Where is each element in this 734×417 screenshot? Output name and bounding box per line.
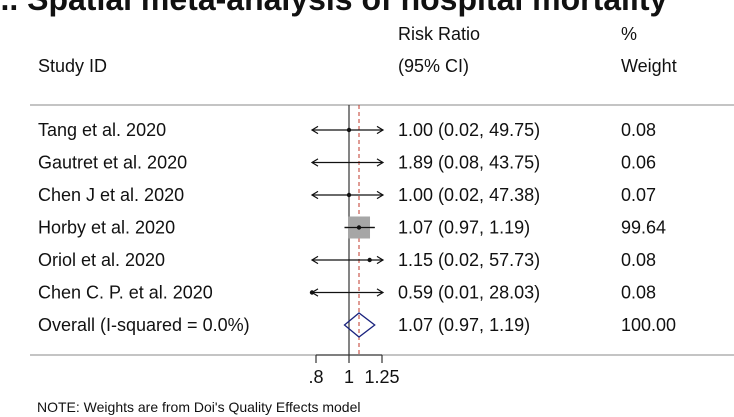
study-name: Chen J et al. 2020 <box>38 185 184 205</box>
chart-title-fragment: g... Spatial meta-analysis of hospital m… <box>0 0 667 17</box>
overall-weight: 100.00 <box>621 315 676 335</box>
study-ci: 0.59 (0.01, 28.03) <box>398 283 540 303</box>
study-row: Gautret et al. 2020 1.89 (0.08, 43.75) 0.0… <box>38 153 656 173</box>
study-ci: 1.00 (0.02, 47.38) <box>398 185 540 205</box>
ci-arrow-right <box>376 125 385 135</box>
study-weight: 0.06 <box>621 153 656 173</box>
study-row: Oriol et al. 2020 1.15 (0.02, 57.73) 0.08 <box>38 250 656 270</box>
footnote: NOTE: Weights are from Doi's Quality Eff… <box>37 399 360 415</box>
point-estimate <box>356 225 362 230</box>
header-study-id: Study ID <box>38 56 107 76</box>
study-row: Chen J et al. 2020 1.00 (0.02, 47.38) 0.07 <box>38 185 656 205</box>
study-weight: 0.08 <box>621 120 656 140</box>
header-risk-ratio: Risk Ratio <box>398 24 480 44</box>
ci-arrow-right <box>376 158 385 167</box>
study-name: Chen C. P. et al. 2020 <box>38 283 213 303</box>
header-weight: Weight <box>621 56 677 76</box>
point-estimate <box>346 192 352 198</box>
ci-arrow-right <box>376 255 385 265</box>
ci-arrow-left <box>310 125 319 135</box>
study-weight: 99.64 <box>621 218 666 238</box>
study-name: Oriol et al. 2020 <box>38 250 165 270</box>
study-weight: 0.08 <box>621 283 656 303</box>
study-ci: 1.07 (0.97, 1.19) <box>398 218 530 238</box>
study-row: Chen C. P. et al. 2020 0.59 (0.01, 28.03)… <box>38 283 656 303</box>
ci-arrow-left <box>310 158 319 167</box>
study-name: Horby et al. 2020 <box>38 218 175 238</box>
ci-arrow-right <box>376 190 385 200</box>
overall-row: Overall (I-squared = 0.0%) 1.07 (0.97, 1.… <box>38 312 676 338</box>
header-percent: % <box>621 24 637 44</box>
study-name: Gautret et al. 2020 <box>38 153 187 173</box>
x-tick-label: .8 <box>308 367 323 387</box>
study-weight: 0.08 <box>621 250 656 270</box>
study-ci: 1.15 (0.02, 57.73) <box>398 250 540 270</box>
x-axis: .8 1 1.25 <box>308 354 400 387</box>
ci-arrow-right <box>376 288 385 297</box>
overall-diamond <box>343 312 376 338</box>
overall-ci: 1.07 (0.97, 1.19) <box>398 315 530 335</box>
header-ci: (95% CI) <box>398 56 469 76</box>
study-rows: Tang et al. 2020 1.00 (0.02, 49.75) 0.08 Ga… <box>38 105 676 355</box>
study-name: Tang et al. 2020 <box>38 120 166 140</box>
x-tick-label: 1.25 <box>364 367 399 387</box>
study-weight: 0.07 <box>621 185 656 205</box>
ci-arrow-left <box>310 190 319 200</box>
point-estimate <box>346 127 352 133</box>
point-estimate <box>367 257 372 263</box>
overall-name: Overall (I-squared = 0.0%) <box>38 315 250 335</box>
ci-arrow-left <box>310 255 319 265</box>
study-ci: 1.00 (0.02, 49.75) <box>398 120 540 140</box>
point-estimate <box>309 290 315 295</box>
study-ci: 1.89 (0.08, 43.75) <box>398 153 540 173</box>
x-tick-label: 1 <box>344 367 354 387</box>
study-row: Tang et al. 2020 1.00 (0.02, 49.75) 0.08 <box>38 120 656 140</box>
study-row: Horby et al. 2020 1.07 (0.97, 1.19) 99.64 <box>38 216 666 239</box>
